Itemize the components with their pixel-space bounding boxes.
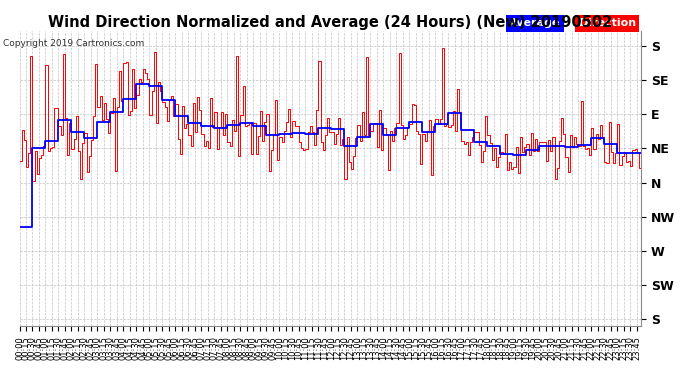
Title: Wind Direction Normalized and Average (24 Hours) (New) 20190502: Wind Direction Normalized and Average (2… [48,15,613,30]
Text: Average: Average [509,18,560,28]
Text: Direction: Direction [579,18,635,28]
Text: Copyright 2019 Cartronics.com: Copyright 2019 Cartronics.com [3,39,145,48]
